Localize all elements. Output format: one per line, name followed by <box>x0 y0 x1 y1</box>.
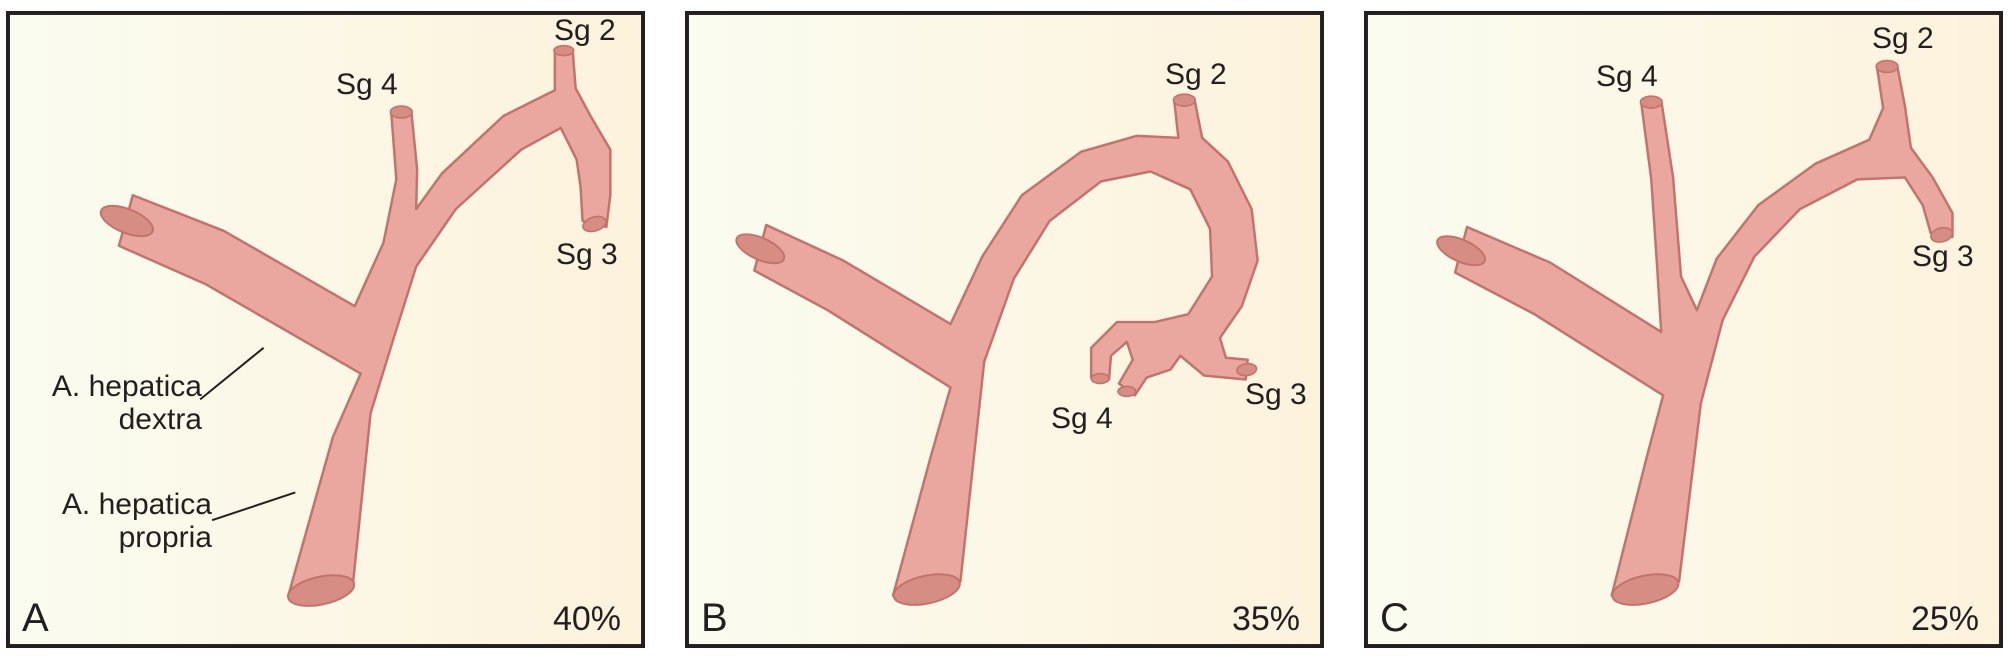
label-hep-propria: A. hepaticapropria <box>42 488 212 554</box>
label-sg2-b: Sg 2 <box>1165 58 1227 91</box>
lumen-sg2-c <box>1876 61 1898 73</box>
label-hep-dextra: A. hepaticadextra <box>42 370 202 436</box>
label-sg3-a: Sg 3 <box>556 238 618 271</box>
panel-a: Sg 4 Sg 2 Sg 3 A. hepaticadextra A. hepa… <box>6 8 645 651</box>
figure-row: Sg 4 Sg 2 Sg 3 A. hepaticadextra A. hepa… <box>0 0 2009 659</box>
panel-letter-c: C <box>1380 596 1409 641</box>
panel-c-svg <box>1364 8 2003 651</box>
lumen-sg4a-b <box>1118 386 1136 396</box>
panel-letter-b: B <box>701 596 728 641</box>
lumen-sg2-b <box>1173 94 1195 106</box>
label-sg2-c: Sg 2 <box>1872 22 1934 55</box>
label-sg3-c: Sg 3 <box>1912 240 1974 273</box>
label-sg4-c: Sg 4 <box>1596 60 1658 93</box>
label-sg2-a: Sg 2 <box>554 14 616 47</box>
panel-c: Sg 4 Sg 2 Sg 3 C 25% <box>1364 8 2003 651</box>
panel-b-svg <box>685 8 1324 651</box>
panel-b: Sg 2 Sg 3 Sg 4 B 35% <box>685 8 1324 651</box>
lumen-sg4b-b <box>1091 374 1109 384</box>
lumen-sg4-c <box>1640 96 1662 108</box>
label-sg4-b: Sg 4 <box>1051 402 1113 435</box>
lumen-sg2-a <box>554 46 574 56</box>
label-hep-propria-text: A. hepaticapropria <box>62 488 212 554</box>
panel-pct-c: 25% <box>1911 600 1979 639</box>
label-sg3-b: Sg 3 <box>1245 378 1307 411</box>
label-hep-dextra-text: A. hepaticadextra <box>52 370 202 436</box>
panel-letter-a: A <box>22 596 49 641</box>
panel-pct-b: 35% <box>1232 600 1300 639</box>
lumen-sg4-a <box>390 106 412 118</box>
panel-pct-a: 40% <box>553 600 621 639</box>
panel-a-svg <box>6 8 645 651</box>
label-sg4-a: Sg 4 <box>336 68 398 101</box>
